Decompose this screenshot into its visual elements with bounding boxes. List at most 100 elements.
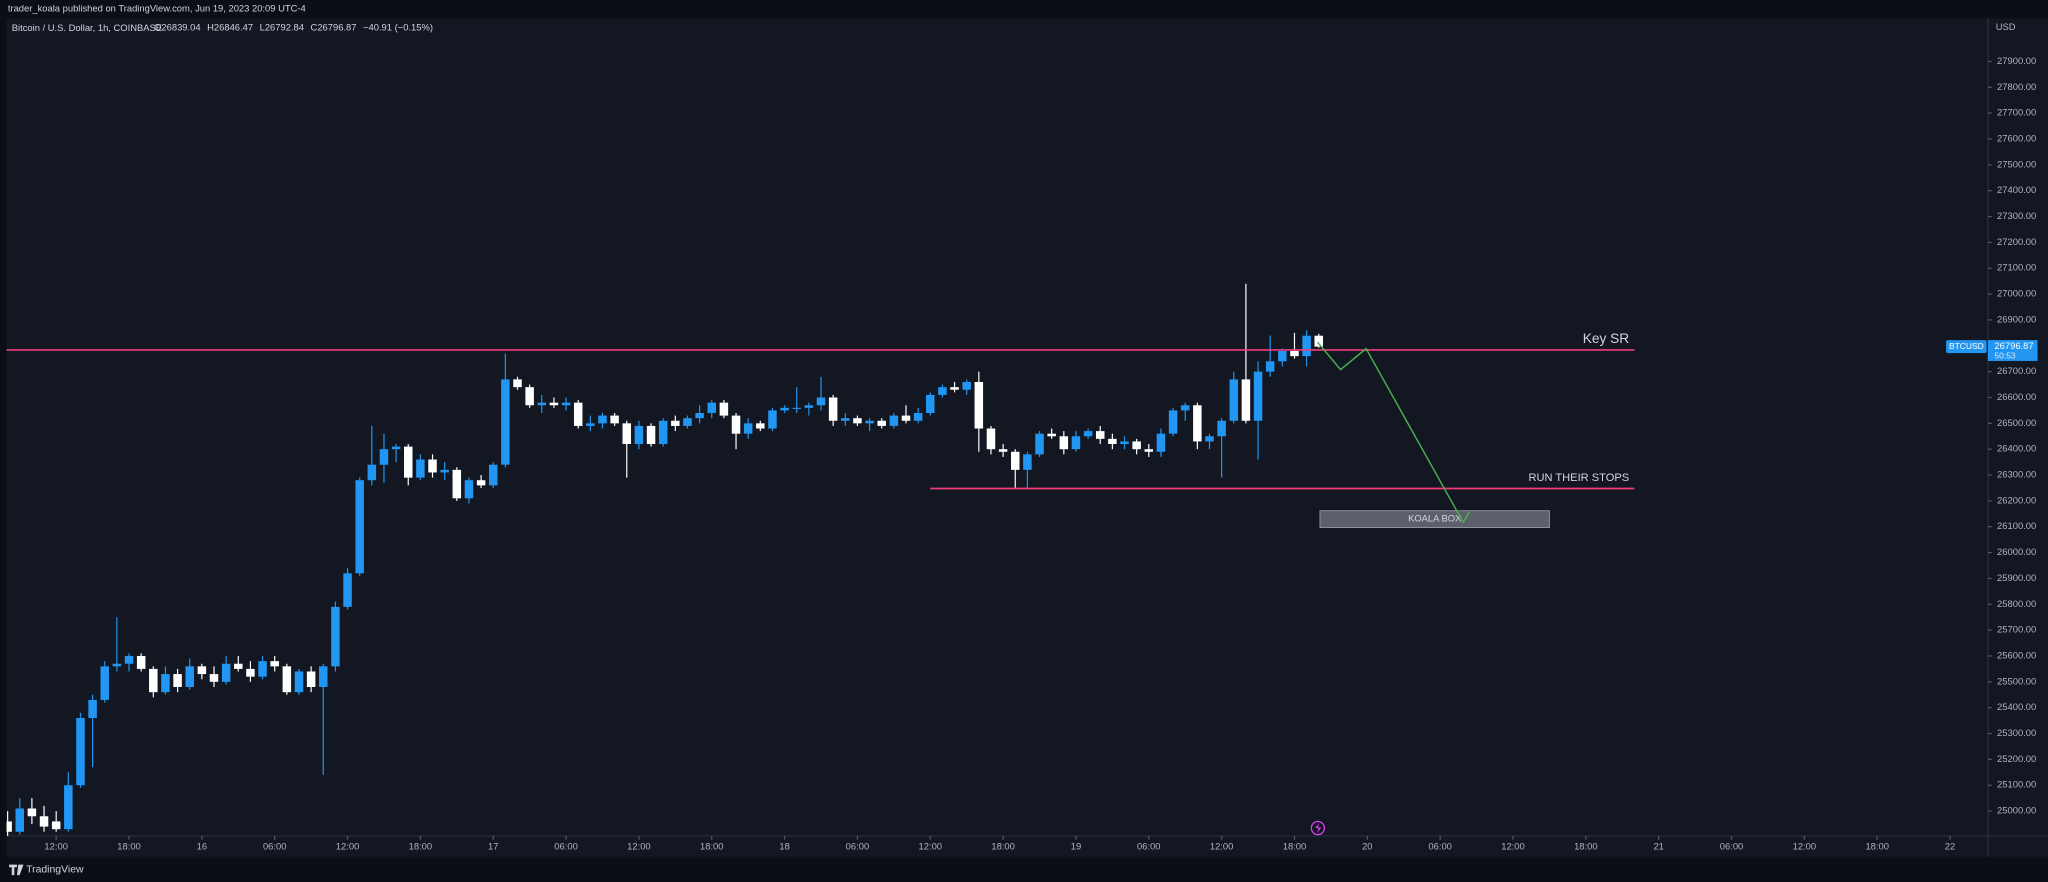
candle-body xyxy=(731,415,741,434)
x-tick-label: 06:00 xyxy=(1428,840,1452,851)
candle-body xyxy=(1047,433,1056,437)
candle-body xyxy=(221,663,231,682)
candle-body xyxy=(683,418,692,426)
line-label: Key SR xyxy=(1583,331,1630,346)
candle-body xyxy=(780,407,789,411)
candle-body xyxy=(610,415,619,424)
x-tick-label: 06:00 xyxy=(554,840,578,851)
y-tick-label: 26200.00 xyxy=(1997,494,2036,505)
brand-logo xyxy=(9,864,24,876)
y-tick-label: 26900.00 xyxy=(1997,313,2036,324)
candle-body xyxy=(804,405,814,408)
candle-body xyxy=(646,425,656,445)
candle-body xyxy=(586,423,595,426)
y-tick-label: 27100.00 xyxy=(1997,262,2036,273)
candle-body xyxy=(51,821,61,830)
y-tick-label: 27900.00 xyxy=(1997,55,2036,66)
brand-name: TradingView xyxy=(26,865,84,876)
candle-body xyxy=(634,425,644,445)
candle-body xyxy=(1193,405,1202,442)
candle-body xyxy=(1083,431,1093,437)
candle-body xyxy=(246,668,255,677)
y-tick-label: 27400.00 xyxy=(1997,184,2036,195)
candle-body xyxy=(1120,441,1129,445)
candle-body xyxy=(1023,454,1032,470)
candle-body xyxy=(962,381,971,390)
candle-body xyxy=(561,402,571,406)
candle-body xyxy=(525,387,534,406)
y-tick-label: 25500.00 xyxy=(1997,675,2036,686)
candle-body xyxy=(39,816,49,827)
candle-body xyxy=(501,379,510,465)
last-price-tag xyxy=(1987,340,2038,361)
legend-low: L26792.84 xyxy=(260,22,304,33)
x-tick-label: 18:00 xyxy=(991,840,1015,851)
x-tick-label: 19 xyxy=(1071,840,1081,851)
plot-area: Key SR RUN THEIR STOPS KOALA BOX xyxy=(6,283,1635,836)
candle-body xyxy=(756,423,765,429)
last-price-label: 26796.87 xyxy=(1994,340,2033,351)
candle-body xyxy=(658,420,668,445)
candle-body xyxy=(938,387,947,395)
y-tick-label: 26600.00 xyxy=(1997,391,2036,402)
candle-body xyxy=(331,606,340,667)
symbol-tag-label: BTCUSD xyxy=(1949,341,1984,351)
candle-body xyxy=(998,449,1008,452)
y-tick-label: 25100.00 xyxy=(1997,779,2036,790)
candle-body xyxy=(27,808,37,817)
x-tick-label: 21 xyxy=(1653,840,1663,851)
countdown-label: 50:53 xyxy=(1994,351,2015,361)
candle-body xyxy=(853,418,862,424)
candle-body xyxy=(913,413,923,421)
candle-body xyxy=(974,381,984,429)
candle-body xyxy=(719,402,729,416)
candle-body xyxy=(464,480,474,499)
legend-close: C26796.87 xyxy=(311,22,357,33)
candle-body xyxy=(88,699,97,719)
candle-body xyxy=(185,666,194,688)
candle-body xyxy=(695,413,704,419)
x-tick-label: 18:00 xyxy=(1283,840,1307,851)
candle-body xyxy=(1302,335,1311,357)
candle-body xyxy=(416,459,425,478)
x-tick-label: 18:00 xyxy=(1865,840,1889,851)
chart-title: Bitcoin / U.S. Dollar, 1h, COINBASE xyxy=(12,22,162,33)
currency-label: USD xyxy=(1996,21,2016,32)
candle-body xyxy=(1253,371,1263,421)
candle-body xyxy=(671,420,680,426)
candle-body xyxy=(816,397,826,406)
y-tick-label: 26400.00 xyxy=(1997,443,2036,454)
y-tick-label: 25700.00 xyxy=(1997,624,2036,635)
candle-body xyxy=(1265,361,1275,372)
legend-open: O26839.04 xyxy=(154,22,200,33)
y-tick-label: 25900.00 xyxy=(1997,572,2036,583)
candle-body xyxy=(112,663,122,667)
symbol-tag xyxy=(1946,340,1987,354)
candle-body xyxy=(513,379,522,388)
x-tick-label: 12:00 xyxy=(1210,840,1234,851)
candle-body xyxy=(768,410,777,429)
x-tick-label: 06:00 xyxy=(1137,840,1161,851)
x-tick-label: 17 xyxy=(488,840,498,851)
y-tick-label: 27200.00 xyxy=(1997,236,2036,247)
x-tick-label: 06:00 xyxy=(263,840,287,851)
candle-body xyxy=(149,668,158,693)
candle-body xyxy=(950,387,959,390)
candle-body xyxy=(792,407,801,409)
candle-body xyxy=(901,415,911,421)
koala-box xyxy=(1319,510,1550,528)
candle-body xyxy=(877,420,886,426)
candle-body xyxy=(1035,433,1044,455)
x-tick-label: 12:00 xyxy=(1793,840,1817,851)
candle-body xyxy=(306,671,316,688)
candle-body xyxy=(379,449,389,465)
candle-body xyxy=(452,469,462,499)
candle-body xyxy=(573,402,583,426)
candle-body xyxy=(598,415,607,424)
candle-body xyxy=(926,394,935,414)
y-tick-label: 26300.00 xyxy=(1997,469,2036,480)
line-label: RUN THEIR STOPS xyxy=(1528,472,1629,484)
x-tick-label: 12:00 xyxy=(919,840,943,851)
y-tick-label: 26500.00 xyxy=(1997,417,2036,428)
